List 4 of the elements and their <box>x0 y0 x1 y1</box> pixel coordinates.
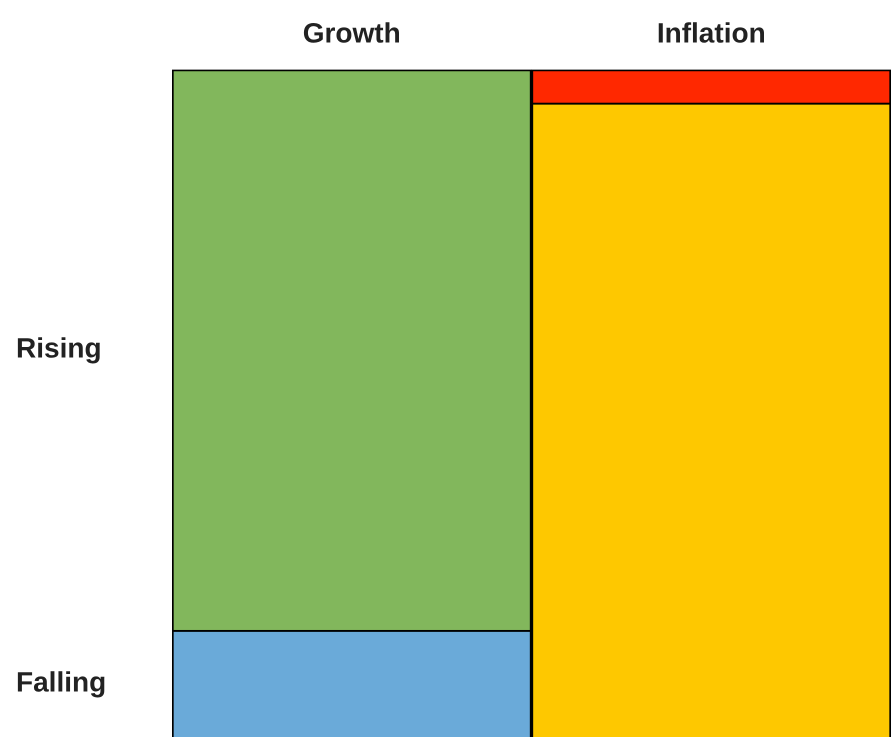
x-tick-label: Inflation <box>656 18 766 49</box>
text: Falling <box>16 666 106 698</box>
text: Rising <box>16 332 102 364</box>
x-tick-label: Growth <box>302 18 401 49</box>
